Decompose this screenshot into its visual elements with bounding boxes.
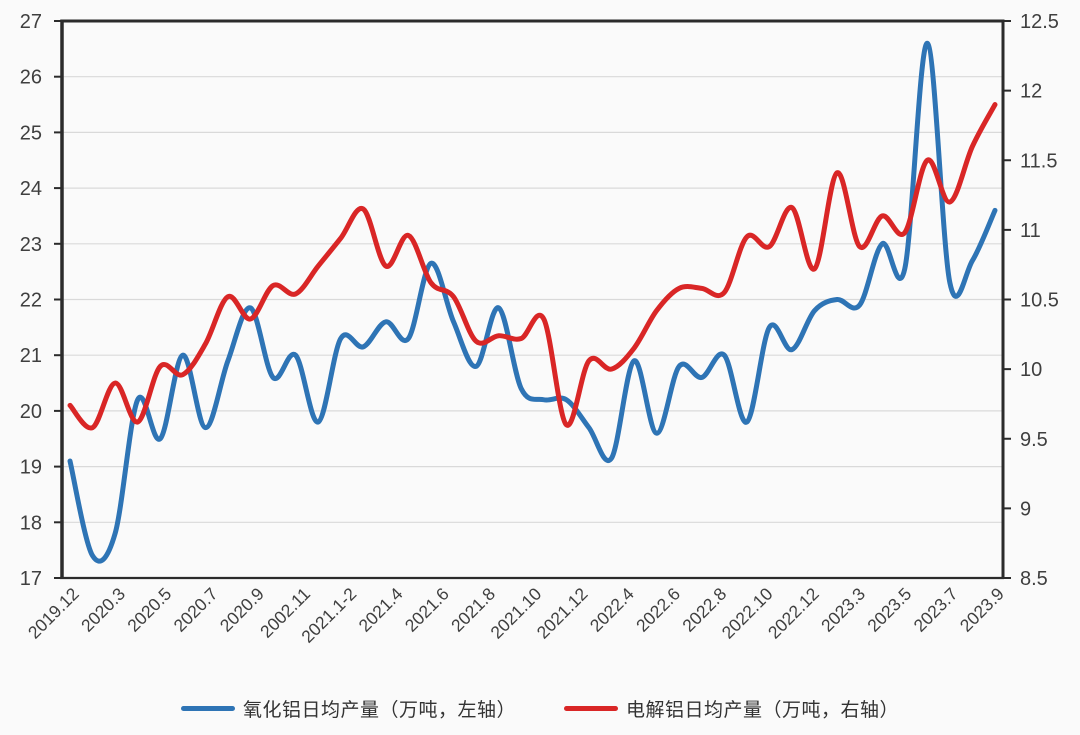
left-axis-tick-label: 27 xyxy=(20,11,42,33)
x-axis-tick-label: 2023.7 xyxy=(910,584,962,636)
legend-label-electrolytic-aluminum: 电解铝日均产量（万吨，右轴） xyxy=(626,699,900,721)
electrolytic-aluminum-series-line xyxy=(67,102,998,431)
right-axis-tick-label: 12.5 xyxy=(1020,11,1059,33)
legend-item-alumina: 氧化铝日均产量（万吨，左轴） xyxy=(180,695,516,722)
x-axis-tick-label: 2020.5 xyxy=(123,584,175,636)
left-axis-tick-label: 20 xyxy=(20,401,42,423)
legend-label-alumina: 氧化铝日均产量（万吨，左轴） xyxy=(242,699,516,721)
x-axis-tick-label: 2021.12 xyxy=(533,584,592,643)
left-axis-tick-label: 17 xyxy=(20,568,42,590)
red-line-swatch-icon xyxy=(564,705,618,711)
right-axis-tick-label: 11.5 xyxy=(1020,150,1057,172)
x-axis-tick-label: 2022.6 xyxy=(632,584,684,636)
right-axis-tick-label: 9 xyxy=(1020,498,1031,520)
left-axis-tick-label: 23 xyxy=(20,234,42,256)
right-axis-tick-label: 9.5 xyxy=(1020,429,1048,451)
x-axis-tick-label: 2023.3 xyxy=(817,584,869,636)
left-axis-tick-label: 24 xyxy=(20,178,42,200)
right-axis-tick-label: 11 xyxy=(1020,220,1041,242)
x-axis-tick-label: 2020.7 xyxy=(170,584,222,636)
x-axis-tick-label: 2023.9 xyxy=(956,584,1008,636)
x-axis-tick-label: 2022.12 xyxy=(764,584,823,643)
left-axis-tick-label: 18 xyxy=(20,512,42,534)
right-axis-tick-label: 10 xyxy=(1020,359,1042,381)
left-axis-tick-label: 25 xyxy=(20,122,42,144)
x-axis-tick-label: 2022.4 xyxy=(586,584,638,636)
right-axis-tick-label: 12 xyxy=(1020,81,1042,103)
chart-legend: 氧化铝日均产量（万吨，左轴） 电解铝日均产量（万吨，右轴） xyxy=(0,686,1080,730)
right-axis-tick-label: 8.5 xyxy=(1020,568,1048,590)
left-axis-tick-label: 21 xyxy=(20,345,42,367)
right-axis-tick-label: 10.5 xyxy=(1020,290,1059,312)
x-axis-tick-label: 2021.6 xyxy=(401,584,453,636)
x-axis-tick-label: 2019.12 xyxy=(24,584,83,643)
left-axis-tick-label: 26 xyxy=(20,67,42,89)
legend-item-electrolytic-aluminum: 电解铝日均产量（万吨，右轴） xyxy=(564,695,899,722)
x-axis-tick-label: 2020.3 xyxy=(77,584,129,636)
left-axis-tick-label: 22 xyxy=(20,290,42,312)
x-axis-tick-label: 2021.4 xyxy=(355,584,407,636)
left-axis-tick-label: 19 xyxy=(20,457,42,479)
chart-plot-area: 17 18 19 20 21 22 23 24 25 26 27 8.5 9 9.5 10 10.5 11 11.… xyxy=(20,11,1059,647)
x-axis-tick-label: 2023.5 xyxy=(863,584,915,636)
alumina-series-line xyxy=(67,40,998,564)
blue-line-swatch-icon xyxy=(180,705,235,711)
